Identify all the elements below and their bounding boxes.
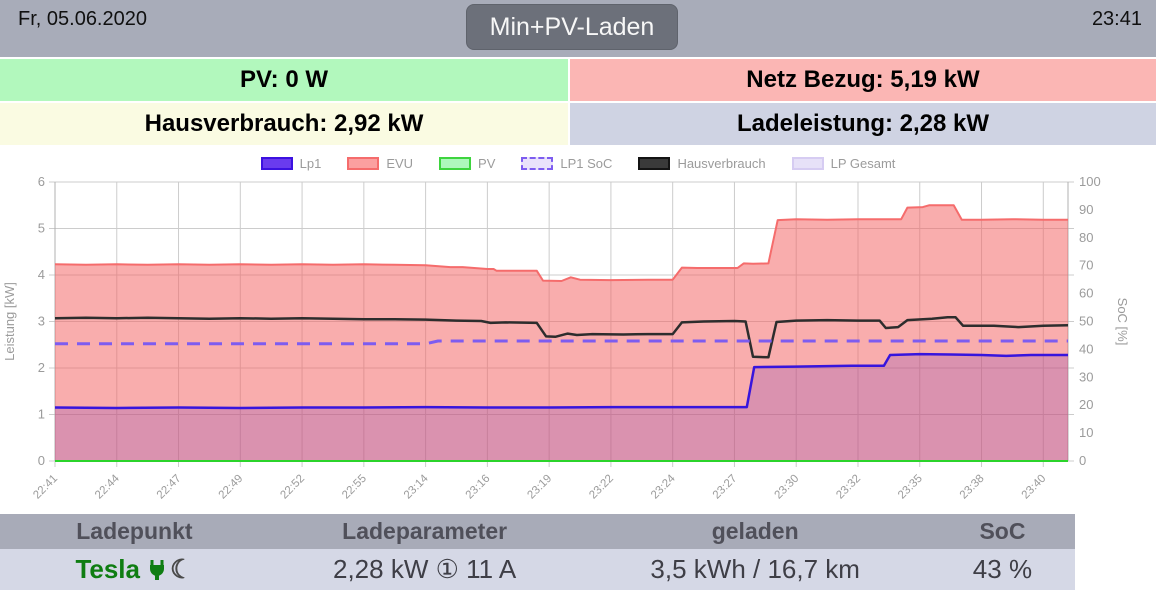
svg-text:23:14: 23:14 — [402, 472, 431, 501]
svg-text:5: 5 — [38, 221, 45, 236]
svg-text:23:16: 23:16 — [464, 473, 493, 502]
svg-text:90: 90 — [1079, 202, 1093, 217]
svg-text:22:47: 22:47 — [155, 473, 184, 502]
svg-text:2: 2 — [38, 360, 45, 375]
legend-swatch — [260, 156, 293, 170]
svg-text:40: 40 — [1079, 341, 1093, 356]
chart-legend: Lp1 EVU PV LP1 SoC Hausverbrauch LP Gesamt — [0, 152, 1156, 174]
svg-text:6: 6 — [38, 174, 45, 189]
svg-text:30: 30 — [1079, 369, 1093, 384]
legend-swatch — [347, 156, 380, 170]
svg-text:23:19: 23:19 — [525, 473, 554, 502]
chargepoint-table: Ladepunkt Ladeparameter geladen SoC Tesl… — [0, 514, 1075, 590]
svg-text:23:40: 23:40 — [1020, 473, 1049, 502]
legend-item-lp-gesamt[interactable]: LP Gesamt — [791, 155, 896, 171]
ladepunkt-cell[interactable]: Tesla ☾ — [0, 549, 269, 590]
header-geladen: geladen — [580, 514, 930, 549]
legend-swatch — [638, 156, 671, 170]
svg-text:23:22: 23:22 — [587, 473, 616, 502]
legend-label: PV — [478, 155, 496, 171]
legend-label: LP1 SoC — [560, 155, 613, 171]
svg-text:100: 100 — [1079, 174, 1101, 189]
legend-item-hausverbrauch[interactable]: Hausverbrauch — [638, 155, 766, 171]
geladen-cell: 3,5 kWh / 16,7 km — [580, 549, 930, 590]
svg-text:23:35: 23:35 — [896, 473, 925, 502]
legend-label: EVU — [386, 155, 414, 171]
table-header-row: Ladepunkt Ladeparameter geladen SoC — [0, 514, 1075, 549]
soc-cell: 43 % — [929, 549, 1075, 590]
legend-item-evu[interactable]: EVU — [347, 156, 413, 171]
svg-text:23:30: 23:30 — [773, 473, 802, 502]
svg-text:22:44: 22:44 — [93, 472, 122, 501]
pv-power-tile: PV: 0 W — [0, 59, 568, 101]
svg-text:0: 0 — [38, 453, 45, 468]
svg-text:70: 70 — [1079, 258, 1093, 273]
svg-text:60: 60 — [1079, 286, 1093, 301]
house-consumption-tile: Hausverbrauch: 2,92 kW — [0, 103, 568, 145]
grid-power-tile: Netz Bezug: 5,19 kW — [570, 59, 1156, 101]
legend-item-lp1-soc[interactable]: LP1 SoC — [521, 156, 612, 171]
legend-swatch — [521, 156, 554, 170]
header-ladeparameter: Ladeparameter — [268, 514, 581, 549]
svg-text:23:27: 23:27 — [711, 473, 740, 502]
chargepoint-row[interactable]: Tesla ☾ 2,28 kW ① 11 A 3,5 kWh / 16,7 km … — [0, 549, 1075, 590]
svg-text:22:49: 22:49 — [217, 473, 246, 502]
svg-text:80: 80 — [1079, 230, 1093, 245]
svg-text:4: 4 — [38, 267, 45, 282]
header-ladepunkt: Ladepunkt — [0, 514, 269, 549]
svg-text:10: 10 — [1079, 425, 1093, 440]
legend-item-pv[interactable]: PV — [439, 156, 495, 171]
header-soc: SoC — [929, 514, 1075, 549]
svg-text:0: 0 — [1079, 453, 1086, 468]
legend-label: Lp1 — [299, 155, 322, 171]
legend-label: Hausverbrauch — [677, 155, 766, 171]
date-text: Fr, 05.06.2020 — [18, 8, 147, 30]
power-chart-section: Lp1 EVU PV LP1 SoC Hausverbrauch LP Gesamt 0 1… — [0, 152, 1156, 512]
svg-text:3: 3 — [38, 314, 45, 329]
charge-mode-button[interactable]: Min+PV-Laden — [466, 4, 678, 50]
svg-text:1: 1 — [38, 407, 45, 422]
svg-text:23:24: 23:24 — [649, 472, 678, 501]
svg-text:23:32: 23:32 — [834, 473, 863, 502]
clock-text: 23:41 — [1091, 8, 1142, 30]
svg-text:23:38: 23:38 — [958, 473, 987, 502]
top-status-bar: Fr, 05.06.2020 Min+PV-Laden 23:41 — [0, 0, 1156, 57]
plug-icon — [148, 559, 166, 581]
svg-text:20: 20 — [1079, 397, 1093, 412]
status-tiles: PV: 0 W Netz Bezug: 5,19 kW Hausverbrauc… — [0, 59, 1156, 145]
svg-text:SoC [%]: SoC [%] — [1115, 298, 1130, 346]
charge-power-tile: Ladeleistung: 2,28 kW — [570, 103, 1156, 145]
moon-icon: ☾ — [170, 554, 194, 584]
vehicle-name: Tesla — [75, 554, 140, 584]
svg-text:22:41: 22:41 — [31, 473, 60, 502]
legend-swatch — [439, 156, 472, 170]
legend-swatch — [791, 156, 824, 170]
legend-label: LP Gesamt — [830, 155, 896, 171]
svg-text:22:52: 22:52 — [278, 473, 307, 502]
svg-text:50: 50 — [1079, 314, 1093, 329]
ladeparameter-cell: 2,28 kW ① 11 A — [268, 549, 581, 590]
svg-text:Leistung [kW]: Leistung [kW] — [2, 282, 17, 361]
legend-item-lp1[interactable]: Lp1 — [260, 155, 322, 171]
svg-text:22:55: 22:55 — [340, 473, 369, 502]
